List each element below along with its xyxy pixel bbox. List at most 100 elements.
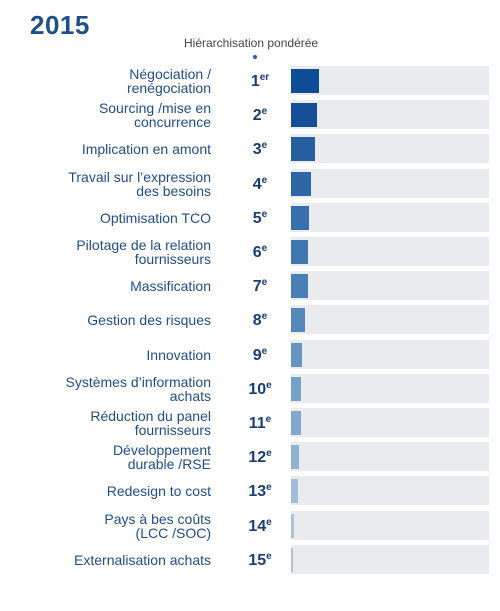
rank-number: 5 <box>252 209 262 227</box>
rank-number: 6 <box>252 244 262 261</box>
rank-label: 15e <box>242 551 278 570</box>
category-label-line: Sourcing /mise en <box>98 100 211 117</box>
category-label: Pays à bes coûts (LCC /SOC) <box>0 512 211 540</box>
rank-suffix: e <box>261 208 268 220</box>
rank-suffix: er <box>259 72 270 83</box>
chart-row: Implication en amont 3e <box>0 134 500 164</box>
category-label-line: Pilotage de la relation <box>76 237 211 253</box>
chart-row: Réduction du panel fournisseurs 11e <box>0 408 500 437</box>
rank-label: 7e <box>242 277 278 296</box>
rank-label: 5e <box>242 209 278 228</box>
bar <box>291 445 299 470</box>
rank-suffix: e <box>261 277 268 289</box>
chart-row: Redesign to cost 13e <box>0 476 500 506</box>
category-label: Optimisation TCO <box>0 211 211 225</box>
rank-label: 1er <box>242 72 278 91</box>
rank-number: 8 <box>252 312 262 330</box>
bar-track <box>291 510 489 540</box>
bar <box>291 547 293 572</box>
category-label-line: Négociation / <box>129 66 211 82</box>
bar-track <box>291 544 489 574</box>
category-label-line: achats <box>169 387 211 404</box>
category-label: Pilotage de la relation fournisseurs <box>0 238 211 266</box>
rank-suffix: e <box>266 550 272 562</box>
rank-number: 12 <box>248 449 267 467</box>
chart-row: Développement durable /RSE 12e <box>0 442 500 473</box>
rank-label: 2e <box>242 106 278 125</box>
bar <box>291 342 302 367</box>
bar-track <box>291 168 489 198</box>
rank-suffix: e <box>266 379 272 391</box>
category-label-line: (LCC /SOC) <box>135 524 211 541</box>
category-label: Systèmes d’information achats <box>0 375 211 403</box>
rank-label: 11e <box>242 414 278 433</box>
bar <box>291 376 301 401</box>
chart-row: Optimisation TCO 5e <box>0 202 500 232</box>
category-label-line: fournisseurs <box>134 422 211 438</box>
rank-number: 2 <box>252 107 262 125</box>
rank-number: 15 <box>248 551 267 569</box>
bar <box>291 240 308 264</box>
category-label-line: Travail sur l’expression <box>68 168 211 185</box>
rank-suffix: e <box>261 174 268 186</box>
bar-track <box>291 476 489 506</box>
rank-suffix: e <box>261 243 268 254</box>
bar-track <box>291 271 489 301</box>
rank-label: 3e <box>242 140 278 159</box>
category-label: Redesign to cost <box>0 484 211 498</box>
rank-label: 14e <box>242 517 278 536</box>
bar-track <box>291 237 489 266</box>
bar <box>291 479 298 504</box>
rank-label: 8e <box>242 311 278 330</box>
category-label: Massification <box>0 279 211 293</box>
category-label-line: Massification <box>130 278 211 295</box>
rank-number: 4 <box>252 175 262 193</box>
rank-number: 1 <box>250 73 260 90</box>
rank-suffix: e <box>266 516 272 528</box>
chart-row: Systèmes d’information achats 10e <box>0 373 500 403</box>
category-label-line: Gestion des risques <box>87 312 211 329</box>
category-label-line: Redesign to cost <box>106 483 211 500</box>
category-label: Implication en amont <box>0 142 211 156</box>
chart-row: Externalisation achats 15e <box>0 544 500 574</box>
rank-label: 10e <box>242 380 278 399</box>
bar <box>291 103 317 128</box>
bar-track <box>291 442 489 472</box>
rank-number: 3 <box>252 141 262 159</box>
bar <box>291 205 309 230</box>
category-label-line: Innovation <box>146 346 211 363</box>
category-label: Travail sur l’expression des besoins <box>0 170 211 198</box>
rank-suffix: e <box>261 140 268 152</box>
bar <box>291 411 301 435</box>
rank-suffix: e <box>261 106 268 118</box>
category-label: Gestion des risques <box>0 313 211 327</box>
rank-suffix: e <box>266 482 272 494</box>
category-label: Sourcing /mise en concurrence <box>0 101 211 129</box>
rank-suffix: e <box>261 345 268 357</box>
bar-track <box>291 202 489 232</box>
category-label-line: fournisseurs <box>134 251 211 267</box>
category-label-line: Systèmes d’information <box>65 373 211 390</box>
bar <box>291 171 311 196</box>
rank-label: 9e <box>242 346 278 365</box>
category-label: Réduction du panel fournisseurs <box>0 409 211 437</box>
category-label-line: Optimisation TCO <box>100 209 211 226</box>
rank-number: 14 <box>248 517 267 535</box>
chart-subtitle: Hiérarchisation pondérée <box>184 36 319 50</box>
category-label-line: Réduction du panel <box>90 408 211 424</box>
bar-track <box>291 408 489 437</box>
category-label-line: durable /RSE <box>127 456 211 473</box>
rank-label: 12e <box>242 448 278 467</box>
bar-track <box>291 339 489 369</box>
rank-suffix: e <box>261 311 268 323</box>
bar <box>291 274 308 299</box>
bar-track <box>291 100 489 130</box>
rank-suffix: e <box>265 414 272 425</box>
chart-row: Innovation 9e <box>0 339 500 369</box>
rank-suffix: e <box>266 448 272 460</box>
bar-track <box>291 66 489 95</box>
rank-label: 13e <box>242 482 278 501</box>
rank-number: 10 <box>248 380 267 398</box>
bar <box>291 69 319 93</box>
chart-title: 2015 <box>30 10 90 40</box>
